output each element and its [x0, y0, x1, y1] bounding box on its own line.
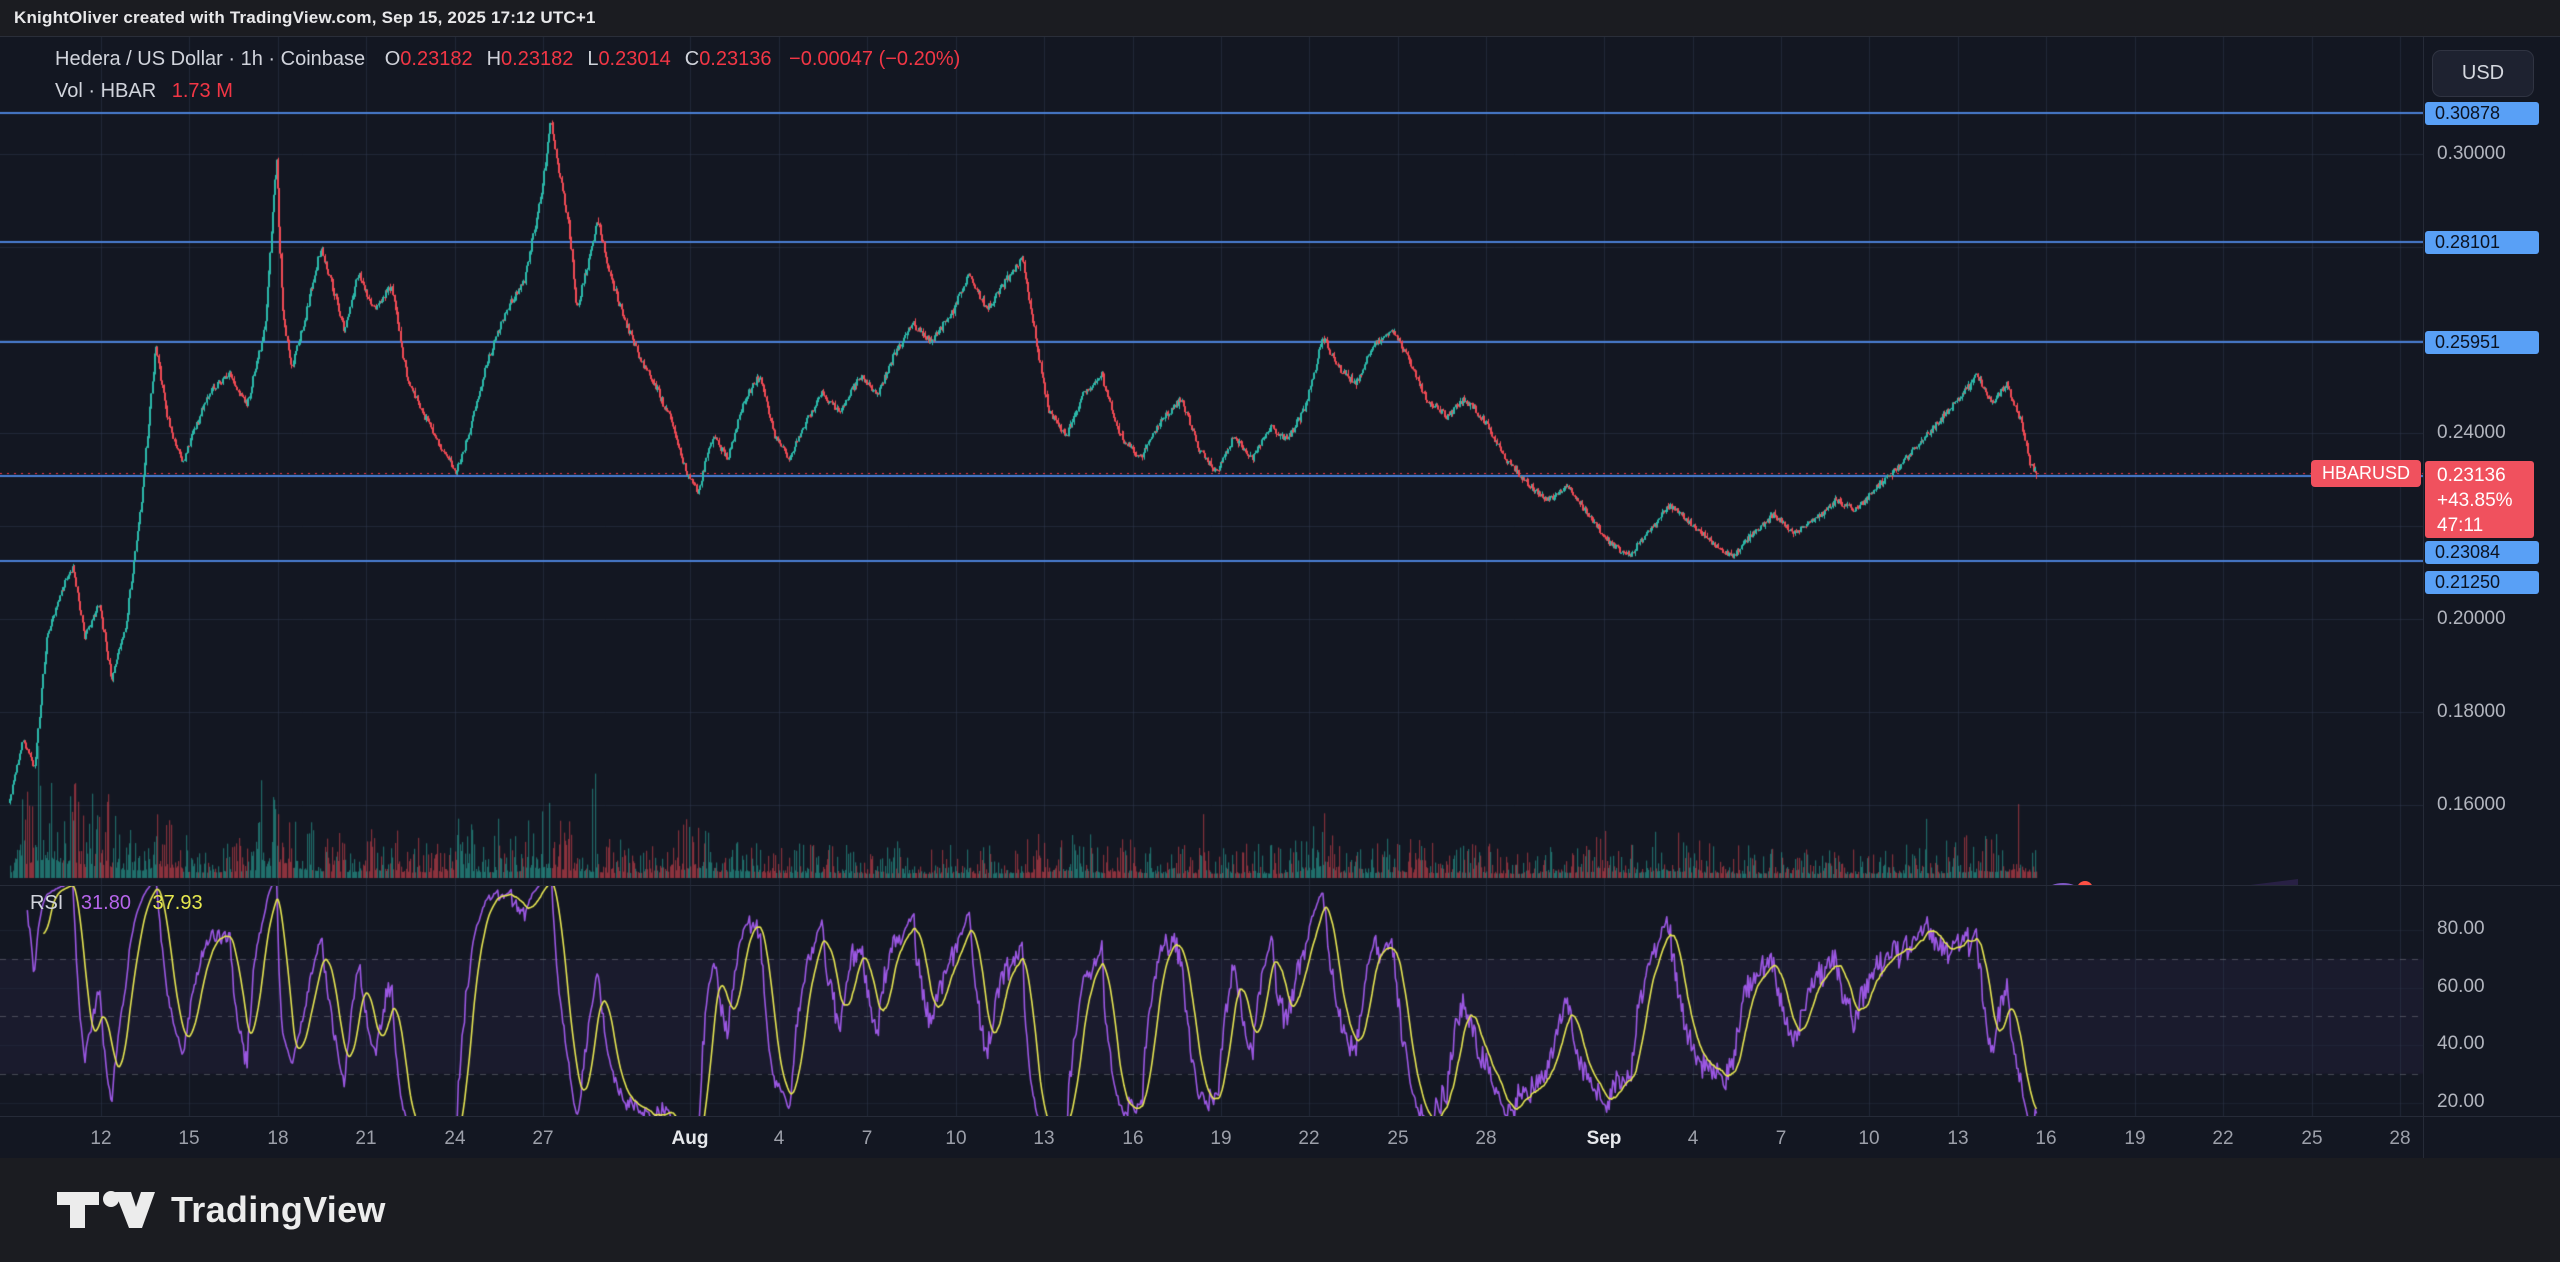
time-tick: 13: [1947, 1128, 1969, 1149]
time-tick: 21: [355, 1128, 377, 1149]
time-scale[interactable]: 12 15 18 21 24 27 Aug 4 7 10 13 16 19 22 25 28 Sep 4 7 10 13…: [0, 1116, 2560, 1160]
last-price-label: 0.23136 +43.85% 47:11: [2425, 461, 2534, 538]
rsi-label[interactable]: RSI: [30, 892, 64, 914]
level-price-label: 0.28101: [2425, 231, 2539, 254]
time-tick: 13: [1033, 1128, 1055, 1149]
price-axis-label: 0.24000: [2437, 422, 2506, 443]
rsi-value: 31.80: [80, 892, 131, 914]
rsi-pane[interactable]: RSI 31.80 37.93: [0, 885, 2560, 1117]
ohlc-key: L: [587, 48, 599, 70]
ohlc-key: H: [486, 48, 502, 70]
ohlc-readout[interactable]: Hedera / US Dollar · 1h · Coinbase O0.23…: [55, 43, 960, 75]
time-tick: 10: [945, 1128, 967, 1149]
volume-label[interactable]: Vol · HBAR: [55, 80, 157, 102]
time-tick: 22: [1298, 1128, 1320, 1149]
time-tick: 27: [532, 1128, 554, 1149]
bottom-bar: TradingView: [0, 1158, 2560, 1262]
level-price-label: 0.21250: [2425, 571, 2539, 594]
price-chart-canvas[interactable]: [0, 37, 2423, 885]
ohlc-key: C: [684, 48, 700, 70]
time-tick: 12: [90, 1128, 112, 1149]
time-tick: 4: [773, 1128, 785, 1149]
ohlc-value: 0.23182: [501, 48, 574, 70]
price-pane[interactable]: Hedera / US Dollar · 1h · Coinbase O0.23…: [0, 37, 2423, 943]
level-price-label: 0.25951: [2425, 331, 2539, 354]
time-tick: 28: [1475, 1128, 1497, 1149]
time-tick: 4: [1687, 1128, 1699, 1149]
last-price-value: 0.23136: [2437, 465, 2506, 486]
rsi-axis-label: 80.00: [2437, 918, 2485, 939]
last-price-change-pct: +43.85%: [2437, 490, 2513, 511]
time-tick: 10: [1858, 1128, 1880, 1149]
rsi-axis-label: 20.00: [2437, 1091, 2485, 1112]
time-tick: 16: [1122, 1128, 1144, 1149]
rsi-readout[interactable]: RSI 31.80 37.93: [30, 892, 203, 915]
ohlc-key: O: [384, 48, 401, 70]
price-scale[interactable]: USD 0.23136 +43.85% 47:11 0.30000 0.24000…: [2423, 37, 2560, 1159]
hbarusd-series-tag: HBARUSD: [2311, 460, 2421, 487]
time-tick: 19: [1210, 1128, 1232, 1149]
price-axis-label: 0.20000: [2437, 608, 2506, 629]
price-axis-label: 0.30000: [2437, 143, 2506, 164]
tradingview-logo[interactable]: TradingView: [55, 1186, 386, 1234]
ohlc-value: 0.23136: [699, 48, 772, 70]
symbol-title[interactable]: Hedera / US Dollar · 1h · Coinbase: [55, 48, 366, 70]
time-tick: 25: [2301, 1128, 2323, 1149]
time-tick: 24: [444, 1128, 466, 1149]
time-tick-month: Sep: [1586, 1128, 1622, 1149]
rsi-smooth-value: 37.93: [152, 892, 203, 914]
bar-countdown: 47:11: [2437, 515, 2484, 536]
time-tick: 18: [267, 1128, 289, 1149]
attribution-bar: KnightOliver created with TradingView.co…: [0, 0, 2560, 36]
chart-frame: Hedera / US Dollar · 1h · Coinbase O0.23…: [0, 36, 2560, 1160]
rsi-axis-label: 40.00: [2437, 1033, 2485, 1054]
change-readout: −0.00047 (−0.20%): [789, 48, 961, 70]
time-tick: 7: [1775, 1128, 1787, 1149]
currency-toggle-usd[interactable]: USD: [2432, 50, 2534, 97]
level-price-label: 0.30878: [2425, 102, 2539, 125]
ohlc-value: 0.23182: [400, 48, 473, 70]
time-tick: 22: [2212, 1128, 2234, 1149]
time-tick-month: Aug: [671, 1128, 709, 1149]
time-tick: 16: [2035, 1128, 2057, 1149]
time-tick: 19: [2124, 1128, 2146, 1149]
ohlc-values: O0.23182 H0.23182 L0.23014 C0.23136: [371, 48, 772, 70]
symbol-legend: Hedera / US Dollar · 1h · Coinbase O0.23…: [55, 43, 960, 107]
ohlc-value: 0.23014: [598, 48, 671, 70]
time-tick: 7: [861, 1128, 873, 1149]
rsi-canvas[interactable]: [0, 886, 2423, 1117]
tradingview-logo-text: TradingView: [171, 1189, 386, 1230]
volume-readout[interactable]: Vol · HBAR 1.73 M: [55, 75, 960, 107]
price-axis-label: 0.18000: [2437, 701, 2506, 722]
level-price-label: 0.23084: [2425, 541, 2539, 564]
tradingview-logo-mark: [57, 1191, 155, 1228]
price-axis-label: 0.16000: [2437, 794, 2506, 815]
time-tick: 15: [178, 1128, 200, 1149]
attribution-text: KnightOliver created with TradingView.co…: [14, 8, 596, 27]
time-tick: 25: [1387, 1128, 1409, 1149]
time-tick: 28: [2389, 1128, 2411, 1149]
volume-value: 1.73 M: [171, 80, 233, 102]
rsi-axis-label: 60.00: [2437, 976, 2485, 997]
